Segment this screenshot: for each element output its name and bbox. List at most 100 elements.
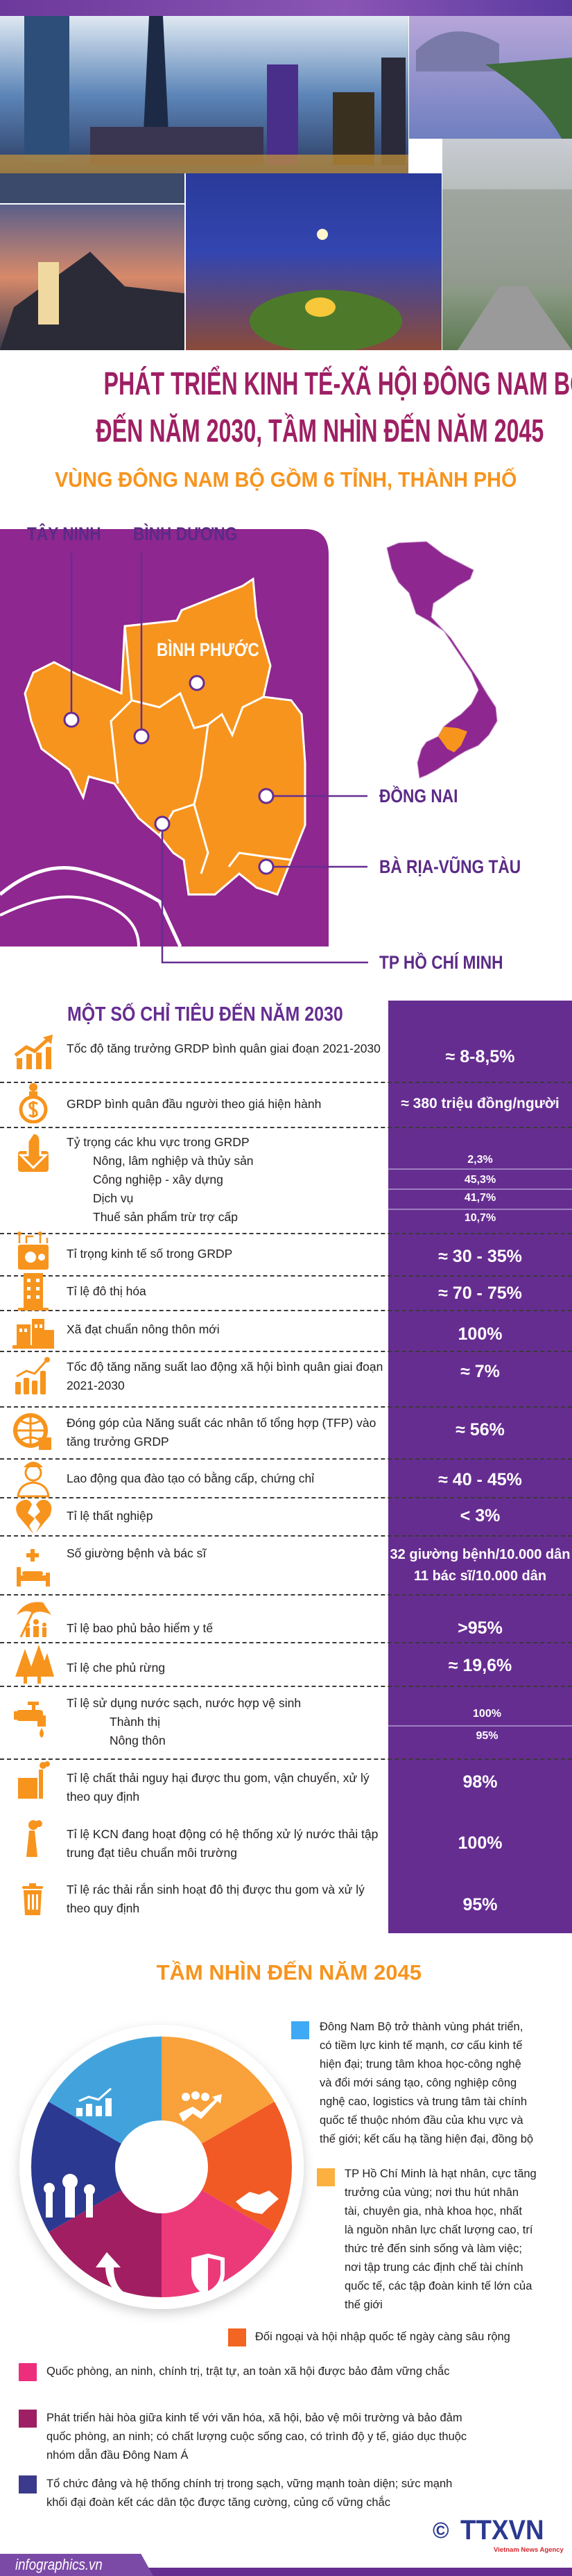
vision-item-line: nghệ cao, logistics và trung tâm tài chí… bbox=[320, 2095, 527, 2108]
globe-icon bbox=[13, 1413, 51, 1450]
vision-item-line: Tổ chức đảng và hệ thống chính trị trong… bbox=[46, 2477, 453, 2490]
people-growth-icon bbox=[179, 2091, 222, 2122]
umbrella-family-icon bbox=[17, 1602, 51, 1638]
sub-value-divider bbox=[388, 1188, 572, 1190]
indicator-label: Tỉ lệ che phủ rừng bbox=[67, 1660, 166, 1675]
map-leader-lines bbox=[70, 553, 368, 964]
vision-bullet-square bbox=[19, 2475, 37, 2493]
vision-item-line: trưởng của vùng; nơi thu hút nhân bbox=[345, 2186, 519, 2199]
productivity-chart-icon bbox=[15, 1357, 50, 1394]
row-divider bbox=[0, 1594, 572, 1596]
raised-fists-icon bbox=[44, 2174, 95, 2218]
row-divider bbox=[0, 1127, 572, 1128]
indicator-sub-value: 100% bbox=[473, 1708, 501, 1720]
page-subtitle: VÙNG ĐÔNG NAM BỘ GỒM 6 TỈNH, THÀNH PHỐ bbox=[55, 467, 517, 492]
vision-bullet-square bbox=[228, 2328, 246, 2346]
vision-item-line: và đổi mới sáng tạo, công nghiệp công bbox=[320, 2076, 517, 2089]
row-divider bbox=[0, 1275, 572, 1277]
indicator-value: ≈ 380 triệu đồng/người bbox=[401, 1096, 560, 1112]
indicator-value: < 3% bbox=[460, 1506, 501, 1525]
vision-item-text: Đông Nam Bộ trở thành vùng phát triển, có… bbox=[320, 2018, 533, 2149]
vision-item-line: quốc tế, các tập đoàn kinh tế lớn của bbox=[345, 2279, 532, 2292]
sub-value-divider bbox=[388, 1209, 572, 1210]
broken-heart-icon bbox=[16, 1499, 52, 1534]
vision-item-line: thức trẻ đến sinh sống và làm việc; bbox=[345, 2242, 522, 2255]
indicator-label: Tỉ lệ chất thải nguy hại được thu gom, v… bbox=[67, 1770, 370, 1804]
indicator-sub-label: Công nghiệp - xây dựng bbox=[93, 1172, 223, 1186]
vision-item-line: Quốc phòng, an ninh, chính trị, trật tự,… bbox=[46, 2365, 450, 2378]
indicator-sub-label: Thuế sản phẩm trừ trợ cấp bbox=[93, 1209, 238, 1224]
row-divider bbox=[0, 1642, 572, 1643]
indicator-value: 98% bbox=[462, 1772, 498, 1792]
row-divider bbox=[0, 1497, 572, 1498]
indicator-sub-label: Nông, lâm nghiệp và thủy sản bbox=[93, 1153, 254, 1168]
vision-bullet-square bbox=[19, 2363, 37, 2381]
vision-wheel bbox=[19, 2025, 304, 2309]
vision-item-line: nơi tập trung các định chế tài chính bbox=[345, 2261, 523, 2274]
photo-roundabout-night bbox=[186, 173, 442, 350]
ttxvn-logo: © TTXVN Vietnam News Agency bbox=[433, 2516, 564, 2556]
logo-subtitle: Vietnam News Agency bbox=[494, 2546, 564, 2554]
indicator-label: Tốc độ tăng trưởng GRDP bình quân giai đ… bbox=[67, 1041, 381, 1055]
vision-item-line: nhóm dẫn đầu Đông Nam Á bbox=[46, 2448, 189, 2462]
wheel-segment bbox=[31, 2102, 162, 2232]
indicator-value: 100% bbox=[458, 1833, 503, 1853]
photo-collage bbox=[0, 16, 572, 350]
vision-bullet-square bbox=[317, 2168, 335, 2186]
indicator-label: Tỉ lệ thất nghiệp bbox=[67, 1508, 153, 1523]
indicator-label: Số giường bệnh và bác sĩ bbox=[67, 1546, 207, 1560]
structure-arrow-icon bbox=[18, 1132, 49, 1172]
map-southeast-region bbox=[24, 577, 306, 896]
row-divider bbox=[0, 1686, 572, 1687]
map-markers bbox=[63, 675, 275, 875]
forest-icon bbox=[15, 1645, 54, 1684]
map-label-binh-phuoc: BÌNH PHƯỚC bbox=[157, 639, 259, 660]
row-divider bbox=[0, 1351, 572, 1352]
indicator-sub-value: 45,3% bbox=[464, 1174, 496, 1186]
photo-hcmc-skyline bbox=[0, 16, 408, 203]
vision-item-text: TP Hồ Chí Minh là hạt nhân, cực tăng trưở… bbox=[345, 2165, 537, 2315]
row-divider bbox=[0, 1082, 572, 1083]
vietnam-map bbox=[386, 541, 498, 779]
indicator-label: Tỉ lệ rác thải rắn sinh hoạt đô thị được… bbox=[67, 1882, 365, 1915]
indicator-label: Tỉ lệ đô thị hóa bbox=[67, 1283, 146, 1298]
vision-item-text: Đối ngoại và hội nhập quốc tế ngày càng … bbox=[255, 2328, 510, 2346]
footer-site-link[interactable]: infographics.vn bbox=[15, 2556, 103, 2573]
indicator-value: 95% bbox=[462, 1895, 498, 1914]
photo-vung-tau-bay bbox=[409, 16, 572, 139]
indicator-label: Xã đạt chuẩn nông thôn mới bbox=[67, 1322, 220, 1336]
vision-item-text: Tổ chức đảng và hệ thống chính trị trong… bbox=[46, 2475, 452, 2512]
vision-item-text: Phát triển hài hòa giữa kinh tế với văn … bbox=[46, 2409, 467, 2465]
vision-item-line: Đối ngoại và hội nhập quốc tế ngày càng … bbox=[255, 2330, 510, 2343]
water-tap-icon bbox=[14, 1702, 46, 1738]
indicator-value: ≈ 40 - 45% bbox=[438, 1470, 522, 1489]
building-icon bbox=[18, 1273, 49, 1311]
indicator-label: GRDP bình quân đầu người theo giá hiện h… bbox=[67, 1096, 322, 1111]
indicator-value: 100% bbox=[458, 1324, 503, 1344]
indicator-sub-label: Nông thôn bbox=[110, 1733, 166, 1747]
indicator-sub-value: 41,7% bbox=[464, 1192, 496, 1204]
vision-bullet-square bbox=[291, 2021, 309, 2039]
curved-arrow-icon bbox=[96, 2252, 129, 2295]
indicator-value: ≈ 70 - 75% bbox=[438, 1283, 522, 1303]
vision-item-line: thế giới bbox=[345, 2298, 383, 2311]
worker-icon bbox=[17, 1462, 50, 1498]
indicator-value: ≈ 56% bbox=[456, 1420, 505, 1440]
chimney-icon bbox=[26, 1820, 42, 1857]
indicator-label: Lao động qua đào tạo có bằng cấp, chứng … bbox=[67, 1471, 315, 1485]
map-label-tay-ninh: TÂY NINH bbox=[27, 524, 101, 544]
indicator-value: ≈ 19,6% bbox=[448, 1656, 512, 1675]
row-divider bbox=[0, 1458, 572, 1460]
row-divider bbox=[0, 1758, 572, 1760]
wheel-center bbox=[115, 2120, 208, 2213]
indicator-sub-value: 2,3% bbox=[467, 1154, 493, 1166]
vision-item-line: Phát triển hài hòa giữa kinh tế với văn … bbox=[46, 2411, 462, 2424]
bar-chart-icon bbox=[76, 2087, 112, 2116]
vision-item-line: TP Hồ Chí Minh là hạt nhân, cực tăng bbox=[345, 2167, 537, 2180]
trash-bin-icon bbox=[22, 1883, 43, 1915]
top-purple-bar bbox=[0, 0, 572, 16]
vision-item-line: quốc phòng, an ninh; có chất lượng cuộc … bbox=[46, 2430, 467, 2443]
vietnam-map-southeast-highlight bbox=[438, 727, 467, 752]
indicator-value: ≈ 7% bbox=[460, 1362, 500, 1381]
indicator-sub-label: Thành thị bbox=[110, 1714, 160, 1729]
